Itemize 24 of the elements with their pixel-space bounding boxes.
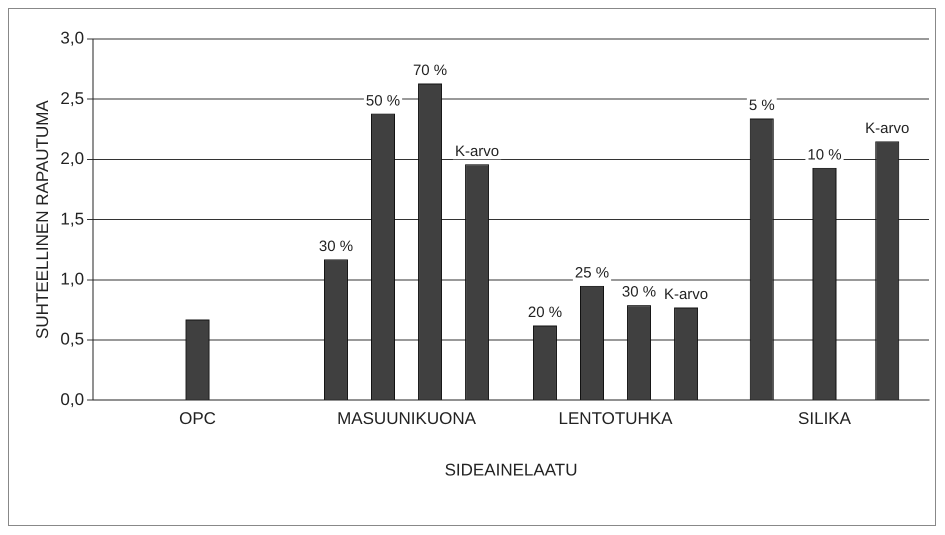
y-tick-label: 0,5 bbox=[60, 330, 84, 349]
y-tick-label: 3,0 bbox=[60, 28, 84, 48]
annotation: 20 % bbox=[528, 304, 562, 322]
x-tick-label: SILIKA bbox=[798, 409, 852, 428]
annotation: 50 % bbox=[366, 92, 400, 110]
x-axis-title: SIDEAINELAATU bbox=[444, 460, 578, 480]
annotation: 5 % bbox=[748, 97, 775, 114]
annotation: K-arvo bbox=[865, 120, 910, 137]
y-tick-label: 2,5 bbox=[60, 88, 84, 108]
y-tick-label: 1,0 bbox=[60, 269, 84, 288]
y-tick-label: 2,0 bbox=[60, 149, 84, 168]
annotation: K-arvo bbox=[664, 286, 708, 304]
annotation: K-arvo bbox=[454, 142, 500, 160]
y-tick-label: 0,0 bbox=[60, 390, 84, 409]
annotation: 30 % bbox=[318, 238, 354, 255]
y-axis-title: SUHTEELLINEN RAPAUTUMA bbox=[32, 100, 52, 339]
annotation: 25 % bbox=[574, 264, 610, 282]
annotation: 10 % bbox=[807, 146, 842, 164]
x-tick-label: OPC bbox=[179, 409, 216, 428]
y-tick-label: 1,5 bbox=[60, 209, 84, 228]
annotation: 30 % bbox=[622, 284, 656, 301]
x-tick-label: LENTOTUHKA bbox=[558, 409, 674, 428]
x-tick-label: MASUUNIKUONA bbox=[337, 409, 477, 428]
annotation: 70 % bbox=[412, 62, 448, 80]
